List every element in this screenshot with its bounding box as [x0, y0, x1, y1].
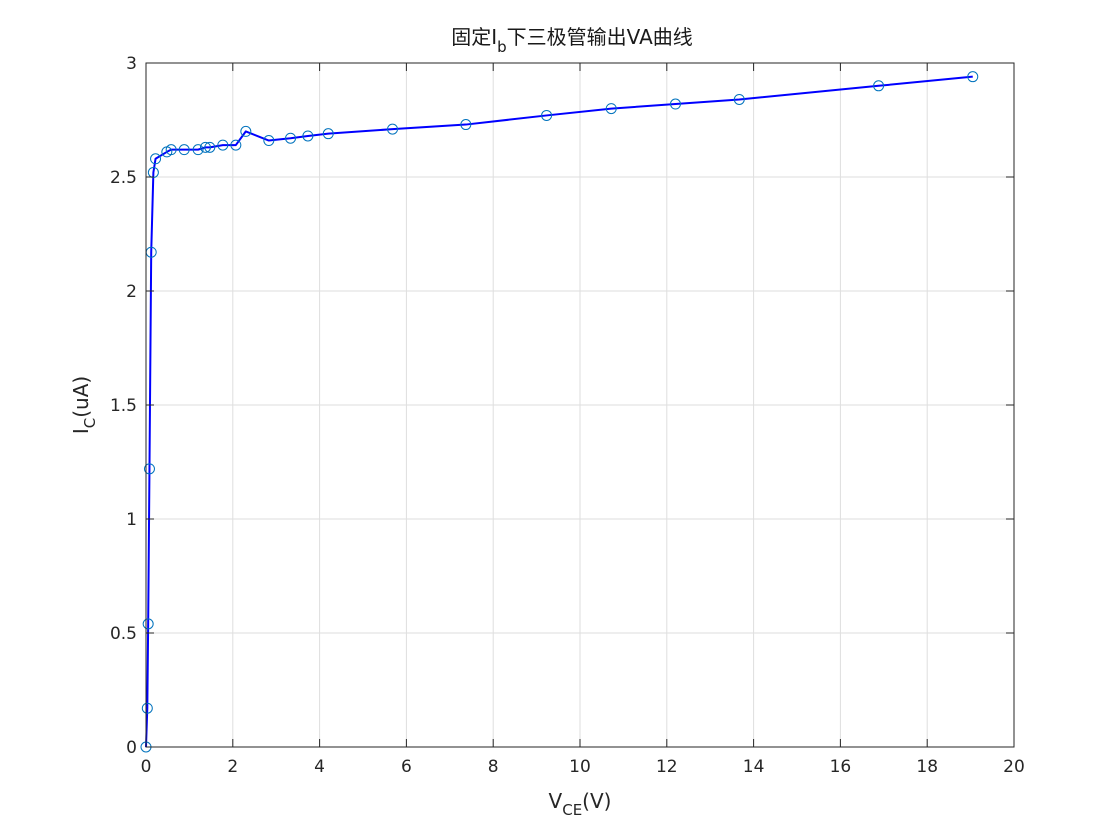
- data-point-marker: [178, 144, 190, 156]
- data-point-marker: [460, 119, 472, 131]
- x-tick-label: 2: [227, 757, 238, 777]
- data-point-marker: [605, 103, 617, 115]
- y-tick-labels: 0 0.5 1 1.5 2 2.5 3: [110, 54, 137, 758]
- y-axis-label-main: I: [69, 428, 93, 434]
- data-point-marker: [204, 141, 216, 153]
- y-tick-label: 2: [126, 282, 137, 302]
- data-point-marker: [967, 71, 979, 83]
- x-tick-label: 10: [569, 757, 591, 777]
- y-tick-label: 1.5: [110, 396, 137, 416]
- data-point-marker: [199, 141, 211, 153]
- tick-layer: [145, 62, 1015, 748]
- chart-title-rest: 下三极管输出VA曲线: [507, 25, 693, 49]
- y-tick-label: 1: [126, 510, 137, 530]
- data-point-marker: [263, 135, 275, 147]
- data-point-marker: [669, 98, 681, 110]
- series-layer: [145, 75, 973, 748]
- data-point-marker: [141, 702, 153, 714]
- y-axis-label: IC(uA): [69, 376, 99, 434]
- data-point-marker: [240, 125, 252, 137]
- data-point-marker: [302, 130, 314, 142]
- data-point-marker: [192, 144, 204, 156]
- data-point-marker: [541, 109, 553, 121]
- data-point-marker: [165, 144, 177, 156]
- x-axis-label-main: V: [549, 789, 563, 813]
- data-point-marker: [142, 618, 154, 630]
- x-tick-label: 14: [743, 757, 765, 777]
- data-point-marker: [217, 139, 229, 151]
- x-tick-label: 16: [830, 757, 852, 777]
- data-point-marker: [322, 128, 334, 140]
- data-point-marker: [230, 139, 242, 151]
- data-point-marker: [285, 132, 297, 144]
- x-tick-label: 18: [916, 757, 938, 777]
- x-tick-label: 12: [656, 757, 678, 777]
- x-tick-label: 8: [488, 757, 499, 777]
- marker-layer: [140, 71, 979, 753]
- chart-title: 固定Ib下三极管输出VA曲线: [451, 25, 693, 56]
- y-tick-label: 3: [126, 54, 137, 74]
- y-tick-label: 2.5: [110, 168, 137, 188]
- data-point-marker: [733, 93, 745, 105]
- chart-title-subscript: b: [497, 38, 507, 56]
- data-point-marker: [873, 80, 885, 92]
- x-tick-label: 20: [1003, 757, 1025, 777]
- x-tick-labels: 0 2 4 6 8 10 12 14 16 18 20: [141, 757, 1025, 777]
- data-point-marker: [150, 153, 162, 165]
- y-tick-label: 0: [126, 738, 137, 758]
- x-tick-label: 6: [401, 757, 412, 777]
- x-axis-label-rest: (V): [582, 789, 611, 813]
- data-point-marker: [387, 123, 399, 135]
- y-tick-label: 0.5: [110, 624, 137, 644]
- series-line: [145, 75, 973, 748]
- x-tick-label: 4: [314, 757, 325, 777]
- data-point-marker: [143, 463, 155, 475]
- x-axis-label-subscript: CE: [562, 801, 582, 819]
- x-axis-label: VCE(V): [549, 789, 612, 819]
- y-axis-label-subscript: C: [81, 418, 99, 428]
- chart-title-main: 固定I: [451, 25, 497, 49]
- y-axis-label-rest: (uA): [69, 376, 93, 418]
- x-tick-label: 0: [141, 757, 152, 777]
